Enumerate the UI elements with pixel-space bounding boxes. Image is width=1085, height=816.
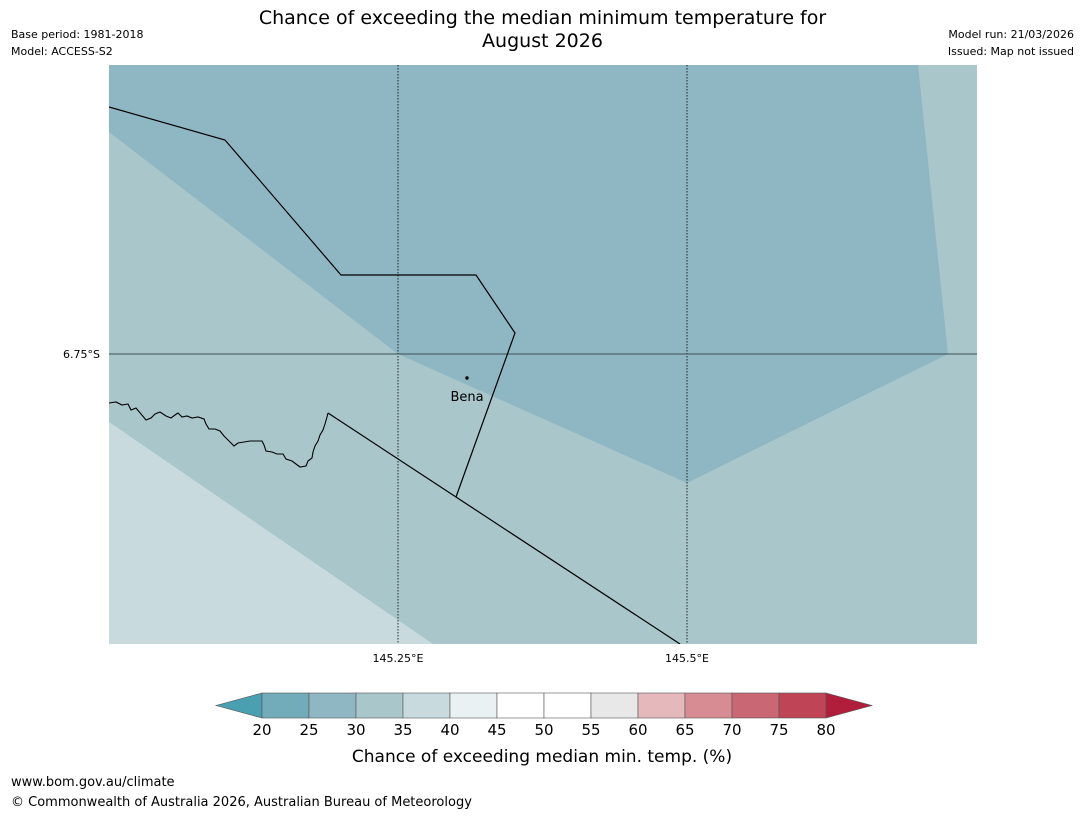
colorbar-bin-55-60	[590, 692, 639, 719]
colorbar-tick-40: 40	[440, 721, 459, 739]
model-text: Model: ACCESS-S2	[11, 45, 113, 58]
header-meta-left: Base period: 1981-2018 Model: ACCESS-S2	[11, 26, 143, 60]
page-title: Chance of exceeding the median minimum t…	[150, 7, 935, 53]
colorbar-tick-60: 60	[628, 721, 647, 739]
probability-zone-35-40	[109, 422, 433, 644]
colorbar: 20 25 30 35 40 45 50 55 60 65 70 75 80	[214, 692, 874, 739]
footer-url: www.bom.gov.au/climate	[11, 775, 175, 790]
colorbar-tick-80: 80	[816, 721, 835, 739]
colorbar-bin-30-35	[355, 692, 404, 719]
header-meta-right: Model run: 21/03/2026 Issued: Map not is…	[948, 26, 1074, 60]
map-area	[109, 65, 977, 644]
footer-copyright: © Commonwealth of Australia 2026, Austra…	[11, 795, 472, 810]
province-border-north	[109, 106, 516, 498]
colorbar-bin-50-55	[543, 692, 592, 719]
town-marker-bena	[465, 376, 469, 380]
colorbar-tick-35: 35	[393, 721, 412, 739]
colorbar-tick-70: 70	[722, 721, 741, 739]
colorbar-tick-45: 45	[487, 721, 506, 739]
colorbar-bin-45-50	[496, 692, 545, 719]
colorbar-bin-35-40	[402, 692, 451, 719]
lon-label-145-5e: 145.5°E	[665, 652, 709, 665]
base-period-text: Base period: 1981-2018	[11, 28, 144, 41]
lon-label-145-25e: 145.25°E	[373, 652, 424, 665]
province-border-south	[327, 412, 681, 644]
colorbar-tick-65: 65	[675, 721, 694, 739]
model-run-text: Model run: 21/03/2026	[948, 28, 1074, 41]
title-line-1: Chance of exceeding the median minimum t…	[258, 7, 827, 29]
lat-label-6-75s: 6.75°S	[63, 348, 100, 361]
colorbar-bin-25-30	[308, 692, 357, 719]
colorbar-extend-high	[825, 692, 874, 719]
town-label-bena: Bena	[450, 390, 483, 405]
colorbar-label: Chance of exceeding median min. temp. (%…	[352, 747, 732, 767]
issued-text: Issued: Map not issued	[947, 45, 1074, 58]
colorbar-tick-55: 55	[581, 721, 600, 739]
colorbar-tick-25: 25	[299, 721, 318, 739]
probability-zone-25-30	[109, 65, 948, 483]
colorbar-tick-75: 75	[769, 721, 788, 739]
colorbar-bin-70-75	[731, 692, 780, 719]
river-line	[109, 401, 329, 468]
colorbar-bin-40-45	[449, 692, 498, 719]
colorbar-bin-65-70	[684, 692, 733, 719]
colorbar-tick-20: 20	[252, 721, 271, 739]
colorbar-tick-30: 30	[346, 721, 365, 739]
title-line-2: August 2026	[482, 30, 603, 52]
colorbar-bin-60-65	[637, 692, 686, 719]
colorbar-extend-low	[214, 692, 263, 719]
colorbar-bin-75-80	[778, 692, 827, 719]
colorbar-bin-20-25	[261, 692, 310, 719]
colorbar-tick-50: 50	[534, 721, 553, 739]
